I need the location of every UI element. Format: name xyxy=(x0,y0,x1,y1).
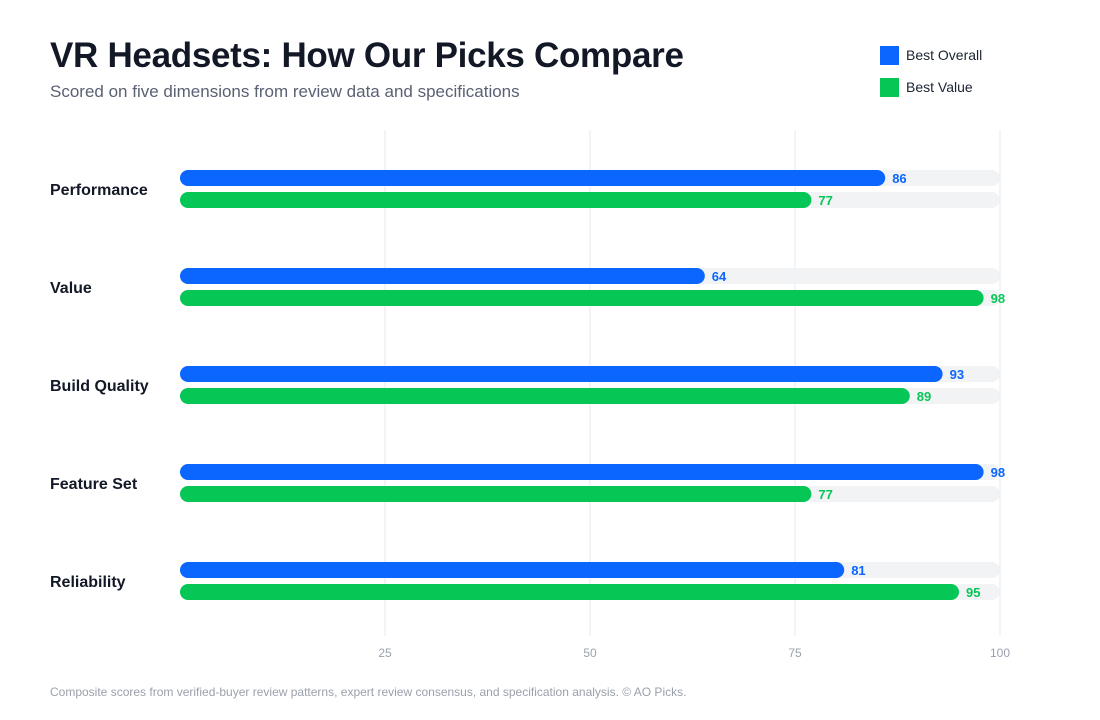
category-label-value: Value xyxy=(50,280,92,297)
footer-note: Composite scores from verified-buyer rev… xyxy=(50,685,687,699)
x-tick-label-50: 50 xyxy=(583,646,597,660)
data-label-feature-set-best-overall: 98 xyxy=(991,465,1005,480)
bar-feature-set-best-overall xyxy=(180,464,984,480)
bar-value-best-overall xyxy=(180,268,705,284)
legend-label-best-overall: Best Overall xyxy=(906,47,983,63)
legend-item-best-overall: Best Overall xyxy=(880,45,982,65)
legend: Best Overall Best Value xyxy=(880,45,982,109)
data-label-value-best-overall: 64 xyxy=(712,269,727,284)
x-tick-label-75: 75 xyxy=(788,646,802,660)
bar-build-quality-best-overall xyxy=(180,366,943,382)
category-label-reliability: Reliability xyxy=(50,574,126,591)
legend-swatch-best-overall xyxy=(880,45,899,65)
chart-subtitle: Scored on five dimensions from review da… xyxy=(50,82,520,101)
category-label-performance: Performance xyxy=(50,182,148,199)
legend-item-best-value: Best Value xyxy=(880,77,982,97)
data-label-value-best-value: 98 xyxy=(991,291,1005,306)
bar-reliability-best-overall xyxy=(180,562,845,578)
category-label-build-quality: Build Quality xyxy=(50,378,149,395)
bar-performance-best-overall xyxy=(180,170,886,186)
legend-label-best-value: Best Value xyxy=(906,79,973,95)
data-label-performance-best-value: 77 xyxy=(818,193,832,208)
data-label-reliability-best-overall: 81 xyxy=(851,563,865,578)
x-tick-label-25: 25 xyxy=(378,646,392,660)
data-label-reliability-best-value: 95 xyxy=(966,585,980,600)
data-label-feature-set-best-value: 77 xyxy=(818,487,832,502)
data-label-build-quality-best-overall: 93 xyxy=(950,367,964,382)
legend-swatch-best-value xyxy=(880,77,899,97)
bar-reliability-best-value xyxy=(180,584,959,600)
bar-performance-best-value xyxy=(180,192,812,208)
data-label-build-quality-best-value: 89 xyxy=(917,389,931,404)
bar-value-best-value xyxy=(180,290,984,306)
x-tick-label-100: 100 xyxy=(990,646,1010,660)
data-label-performance-best-overall: 86 xyxy=(892,171,906,186)
bar-feature-set-best-value xyxy=(180,486,812,502)
category-label-feature-set: Feature Set xyxy=(50,476,138,493)
chart-title: VR Headsets: How Our Picks Compare xyxy=(50,36,684,75)
bar-build-quality-best-value xyxy=(180,388,910,404)
